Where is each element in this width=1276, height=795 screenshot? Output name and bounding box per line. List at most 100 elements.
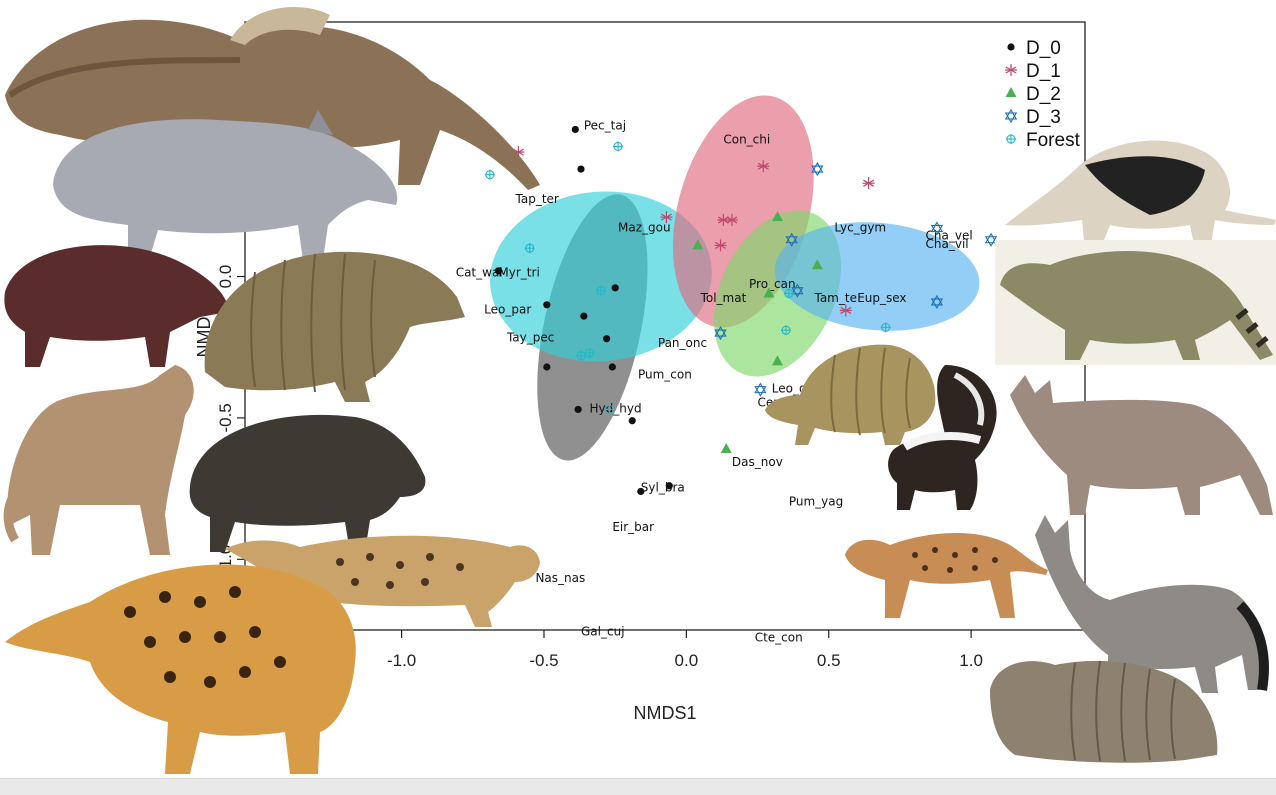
legend-item-d0: D_0 (1007, 38, 1061, 59)
jaguar-illustration (0, 542, 362, 778)
species-label-eup-sex: Eup_sex (857, 291, 906, 305)
point-d2-3 (763, 287, 775, 298)
white-lipped-peccary-illustration (0, 232, 240, 372)
x-tick-label: 1.0 (959, 651, 983, 670)
species-label-cha-vil: Cha_vil (926, 237, 969, 251)
point-d0-12 (637, 487, 645, 496)
species-label-tap-ter: Tap_ter (515, 192, 559, 206)
point-d2-4 (771, 355, 783, 366)
point-d1-7 (839, 304, 852, 317)
x-tick-label: -1.0 (387, 651, 416, 670)
species-label-lyc-gym: Lyc_gym (834, 220, 886, 234)
y-tick-label: 0.0 (216, 265, 235, 289)
point-forest-8 (880, 322, 891, 333)
legend-label: D_3 (1026, 107, 1061, 128)
point-d0-0 (571, 125, 579, 134)
point-forest-6 (604, 404, 615, 415)
point-d0-9 (574, 405, 582, 414)
species-label-tam-te: Tam_te (813, 291, 856, 305)
ellipse-layer (490, 95, 980, 461)
ellipse-d3 (774, 222, 980, 331)
legend-item-d3: D_3 (1004, 107, 1061, 128)
legend-item-d2: D_2 (1005, 84, 1061, 105)
six-banded-armadillo-illustration (760, 340, 940, 450)
point-d0-10 (628, 417, 636, 425)
point-forest-5 (584, 347, 595, 358)
figure-canvas: Pec_taj Con_chi Tap_ter Maz_gou Lyc_gym Cha_v… (0, 0, 1276, 778)
legend-marker-d1 (1005, 64, 1017, 76)
species-label-nas-nas: Nas_nas (535, 571, 585, 585)
point-d3-0 (811, 161, 824, 177)
point-d1-5 (714, 239, 727, 252)
hairy-armadillo-illustration (985, 655, 1225, 765)
point-d1-1 (660, 211, 673, 224)
species-label-pec-taj: Pec_taj (584, 118, 626, 132)
x-tick-label: 0.0 (675, 651, 699, 670)
species-label-cha-vel: Cha_vel (926, 229, 973, 243)
point-forest-3 (595, 285, 606, 296)
point-forest-0 (613, 141, 624, 152)
point-d1-3 (725, 213, 738, 226)
ocelot-illustration (220, 527, 545, 627)
crab-eating-fox-illustration (1030, 515, 1270, 695)
legend-marker-d2 (1005, 87, 1017, 97)
puma-illustration (0, 355, 205, 560)
legend-label: Forest (1026, 130, 1081, 151)
species-label-pan-onc: Pan_onc (658, 336, 707, 350)
point-d0-3 (543, 301, 551, 309)
point-d2-0 (771, 211, 783, 222)
point-forest-9 (783, 288, 794, 299)
legend-label: D_2 (1026, 84, 1061, 105)
point-d0-5 (611, 284, 619, 292)
tamandua-illustration (1000, 125, 1276, 255)
species-label-gal-cuj: Gal_cuj (581, 625, 625, 639)
species-label-pro-can: Pro_can (749, 277, 796, 291)
legend-marker-forest (1006, 134, 1016, 144)
species-label-syl-bra: Syl_bra (641, 480, 685, 494)
x-tick-label: -0.5 (529, 651, 558, 670)
point-d0-4 (580, 312, 588, 320)
point-forest-1 (484, 169, 495, 180)
series-forest (484, 141, 891, 415)
species-label-layer: Pec_taj Con_chi Tap_ter Maz_gou Lyc_gym Cha_v… (456, 118, 973, 644)
species-label-pum-con: Pum_con (638, 367, 692, 381)
giant-anteater-illustration (0, 0, 545, 200)
point-forest-2 (524, 243, 535, 254)
point-d1-4 (757, 160, 770, 173)
point-d3-3 (984, 232, 998, 247)
legend-label: D_0 (1026, 38, 1061, 59)
point-d3-4 (930, 294, 944, 310)
geoffroys-cat-illustration (840, 520, 1050, 620)
point-layer (484, 125, 998, 496)
y-tick-label: -0.5 (216, 403, 235, 432)
point-d2-5 (720, 443, 732, 454)
skunk-illustration (885, 365, 1005, 515)
point-d3-6 (754, 382, 767, 397)
point-d0-2 (494, 267, 503, 275)
species-label-cte-con: Cte_con (755, 630, 803, 644)
ellipse-forest (490, 191, 712, 362)
nmds-plot: Pec_taj Con_chi Tap_ter Maz_gou Lyc_gym Cha_v… (194, 21, 1086, 723)
point-d0-7 (608, 363, 616, 371)
species-label-leo-par: Leo_par (484, 302, 531, 316)
tapir-illustration (48, 105, 408, 265)
x-tick-label: 0.5 (817, 651, 841, 670)
giant-armadillo-illustration (195, 242, 470, 407)
legend-label: D_1 (1026, 61, 1061, 82)
point-d0-6 (603, 335, 611, 343)
species-label-das-nov: Das_nov (732, 455, 783, 469)
raccoon-illustration (995, 240, 1276, 365)
species-label-hyd-hyd: Hyd_hyd (590, 401, 642, 415)
point-d0-8 (543, 363, 551, 371)
species-label-cat-wal: Cat_wal (456, 266, 503, 280)
point-d0-1 (577, 165, 585, 173)
point-d3-7 (791, 283, 804, 298)
legend-marker-d3 (1004, 108, 1018, 124)
point-forest-4 (576, 350, 586, 361)
point-forest-7 (781, 325, 792, 336)
point-d3-5 (714, 325, 727, 341)
species-label-eir-bar: Eir_bar (612, 520, 654, 534)
species-label-pum-yag: Pum_yag (789, 495, 843, 509)
x-axis-title: NMDS1 (633, 703, 696, 723)
